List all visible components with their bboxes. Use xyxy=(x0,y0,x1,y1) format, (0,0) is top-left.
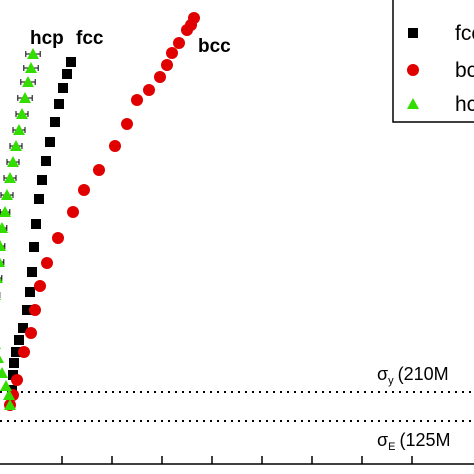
bcc-point-2 xyxy=(11,374,23,386)
hcp-point-23 xyxy=(27,48,39,59)
legend-box xyxy=(392,0,474,123)
bcc-point-3 xyxy=(18,346,30,358)
annotations: σy (210M σE (125M hcp fcc bcc xyxy=(30,28,450,453)
bcc-point-12 xyxy=(109,140,121,152)
fcc-point-4 xyxy=(14,335,24,345)
bcc-point-4 xyxy=(25,327,37,339)
fcc-point-13 xyxy=(41,156,51,166)
fcc-point-18 xyxy=(62,69,72,79)
fcc-point-16 xyxy=(54,99,64,109)
reference-label-0: σy (210M xyxy=(377,364,449,387)
hcp-point-18 xyxy=(13,124,25,135)
legend-label-hcp: hcp xyxy=(455,93,474,116)
fcc-point-14 xyxy=(45,137,55,147)
bcc-point-13 xyxy=(121,118,133,130)
bcc-point-14 xyxy=(131,94,143,106)
hcp-point-12 xyxy=(0,222,8,233)
hcp-point-16 xyxy=(7,156,19,167)
fcc-point-3 xyxy=(11,347,21,357)
fcc-point-15 xyxy=(50,117,60,127)
annotation-fcc: fcc xyxy=(76,28,104,49)
hcp-point-10 xyxy=(0,257,5,267)
hcp-point-9 xyxy=(0,277,3,283)
fcc-point-19 xyxy=(66,57,76,67)
bcc-point-16 xyxy=(154,71,166,83)
bcc-point-19 xyxy=(173,37,185,49)
hcp-point-14 xyxy=(1,189,13,200)
fcc-point-11 xyxy=(34,194,44,204)
series-hcp xyxy=(0,48,41,410)
bcc-point-9 xyxy=(67,206,79,218)
fcc-point-9 xyxy=(29,242,39,252)
bcc-point-10 xyxy=(78,184,90,196)
bcc-point-17 xyxy=(161,59,173,71)
series-bcc xyxy=(4,12,200,411)
fcc-point-6 xyxy=(22,305,32,315)
legend-label-bcc: bcc xyxy=(455,59,474,82)
legend: fcc bcc hcp xyxy=(392,0,474,123)
bcc-point-7 xyxy=(41,257,53,269)
bcc-point-15 xyxy=(143,84,155,96)
fcc-point-5 xyxy=(18,323,28,333)
fcc-point-17 xyxy=(58,83,68,93)
hcp-point-1 xyxy=(3,389,15,400)
fcc-point-12 xyxy=(37,175,47,185)
hcp-point-13 xyxy=(0,206,11,217)
hcp-point-17 xyxy=(10,140,22,151)
bcc-point-18 xyxy=(166,47,178,59)
annotation-bcc: bcc xyxy=(198,36,231,57)
fcc-point-7 xyxy=(25,287,35,297)
hcp-point-11 xyxy=(0,240,6,251)
legend-marker-bcc xyxy=(407,64,419,76)
bcc-point-5 xyxy=(29,304,41,316)
hcp-point-20 xyxy=(19,92,31,103)
reference-label-1: σE (125M xyxy=(377,430,450,453)
legend-marker-fcc xyxy=(408,28,418,38)
plot-area xyxy=(0,12,474,465)
hcp-point-19 xyxy=(16,108,28,119)
hcp-point-3 xyxy=(0,367,8,378)
bcc-point-6 xyxy=(34,280,46,292)
series-fcc xyxy=(7,57,76,395)
fcc-point-8 xyxy=(27,267,37,277)
hcp-point-0 xyxy=(4,399,16,410)
hcp-point-22 xyxy=(25,62,37,73)
annotation-hcp: hcp xyxy=(30,28,64,49)
fcc-point-10 xyxy=(31,219,41,229)
legend-label-fcc: fcc xyxy=(455,22,474,45)
hcp-point-15 xyxy=(4,172,16,183)
hcp-point-21 xyxy=(22,76,34,87)
hcp-point-4 xyxy=(0,355,4,363)
hcp-point-5 xyxy=(0,347,1,349)
bcc-point-11 xyxy=(93,164,105,176)
legend-marker-hcp xyxy=(407,98,419,109)
fcc-point-1 xyxy=(8,370,18,380)
bcc-point-8 xyxy=(52,232,64,244)
hcp-point-2 xyxy=(0,380,12,391)
bcc-point-22 xyxy=(188,12,200,24)
hcp-point-8 xyxy=(0,298,1,300)
fcc-point-2 xyxy=(9,358,19,368)
